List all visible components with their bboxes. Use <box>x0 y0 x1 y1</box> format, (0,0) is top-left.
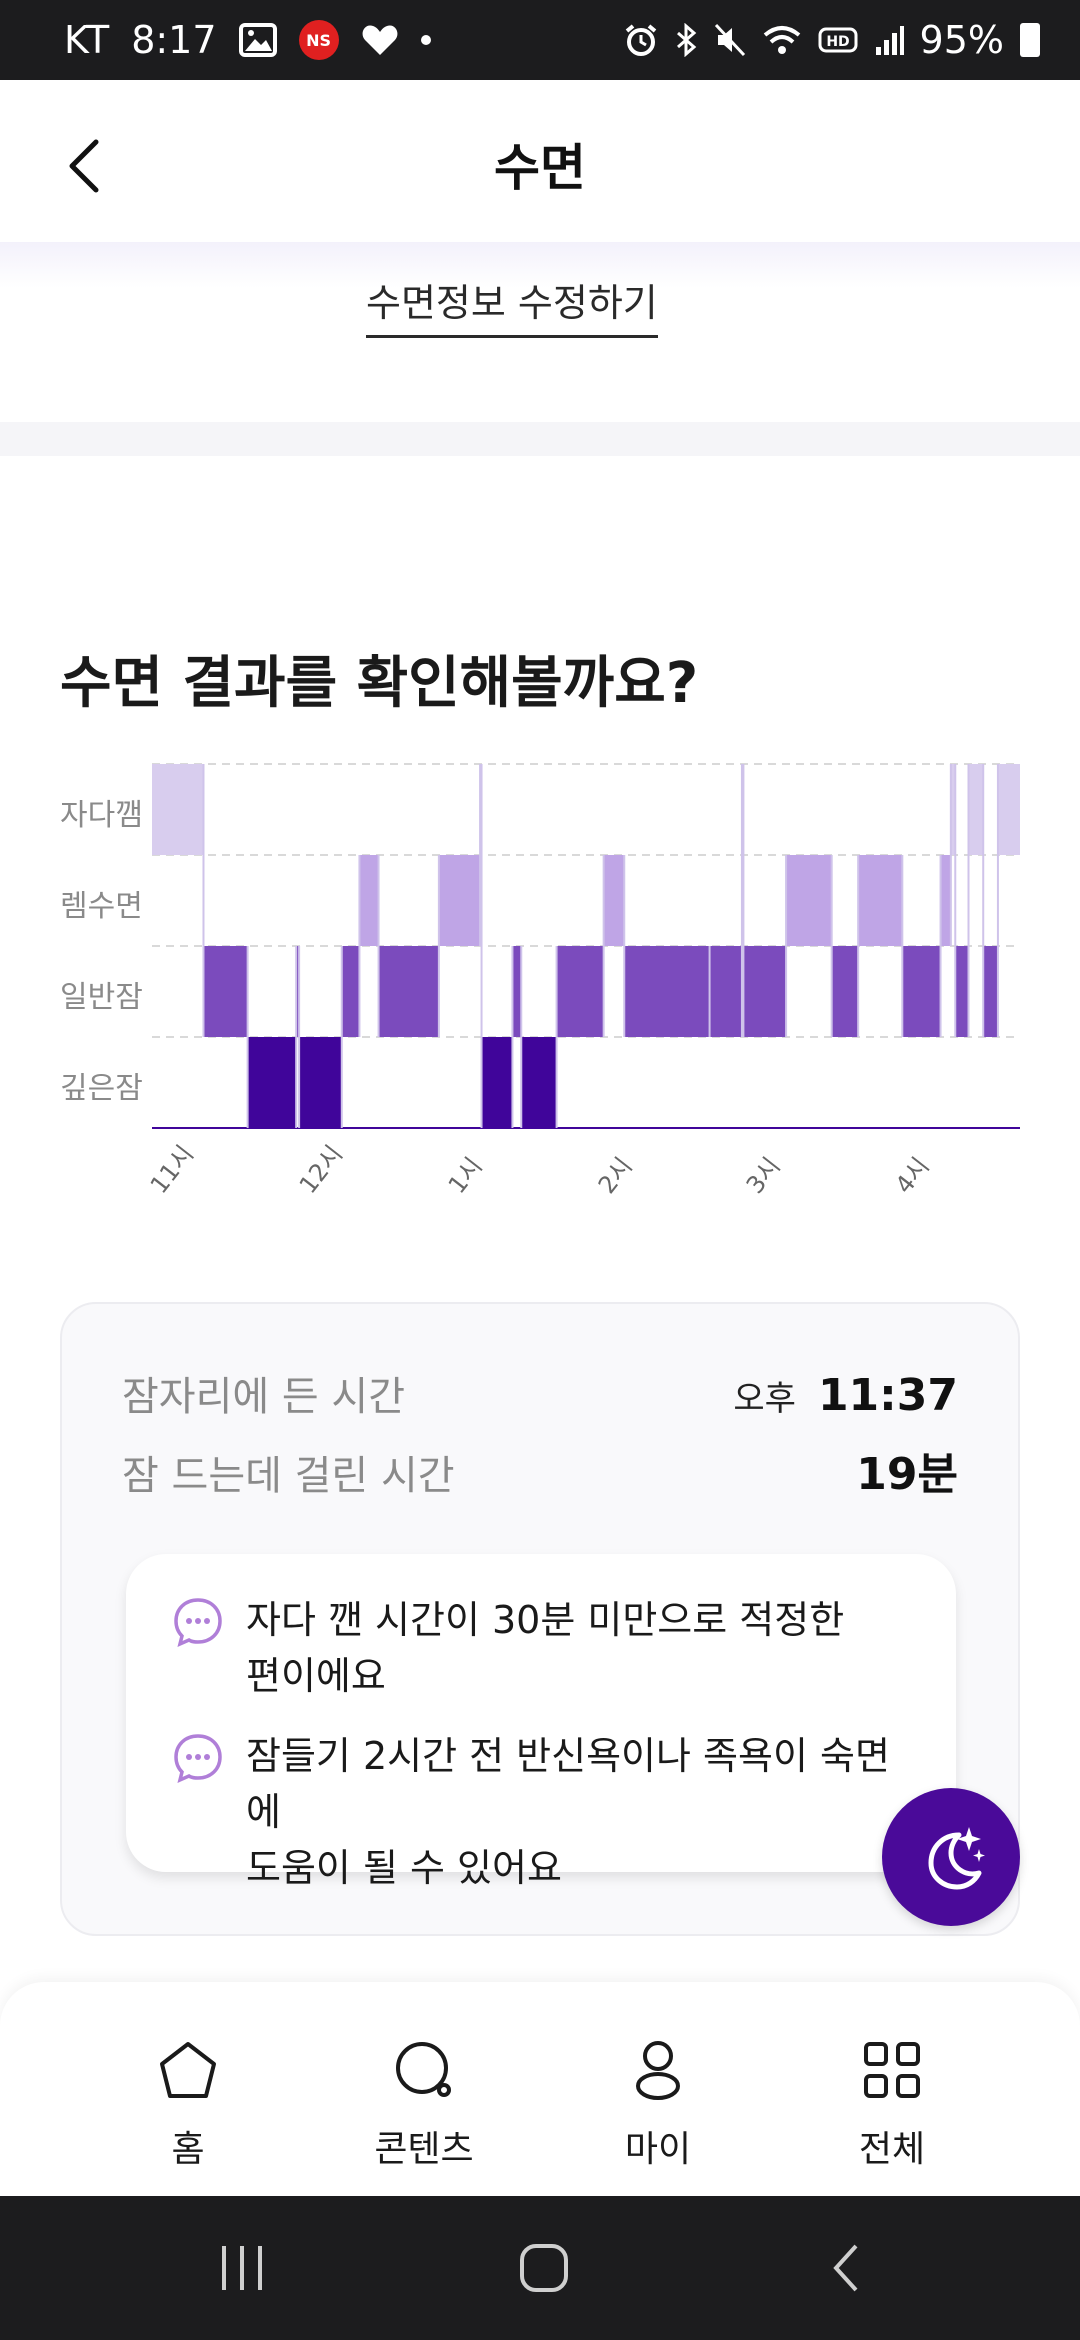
nav-label: 전체 <box>858 2129 926 2170</box>
moon-sparkle-icon <box>928 1827 985 1890</box>
wifi-icon <box>763 26 800 54</box>
stage-segment <box>556 946 604 1037</box>
stage-segment <box>359 855 379 946</box>
page-title: 수면 <box>494 139 586 197</box>
stage-segment <box>950 764 956 855</box>
section-divider <box>0 422 1080 456</box>
stage-segment <box>152 764 204 855</box>
bottom-navigation: 홈 콘텐츠 마이 전체 <box>0 1982 1080 2196</box>
status-right: HD 95% <box>624 18 1040 62</box>
status-time: 8:17 <box>131 18 217 62</box>
stage-segment <box>521 1037 557 1128</box>
latency-value: 19분 <box>856 1449 958 1500</box>
category-label-rem: 렘수면 <box>60 889 143 924</box>
tip-item: 자다 깬 시간이 30분 미만으로 적정한 편이에요 <box>172 1592 916 1704</box>
heart-icon <box>362 25 397 55</box>
chat-bubble-icon <box>174 1598 222 1648</box>
bedtime-ampm: 오후 <box>733 1379 796 1419</box>
edit-sleep-info-link[interactable]: 수면정보 수정하기 <box>366 272 658 338</box>
tip-text: 잠들기 2시간 전 반신욕이나 족욕이 숙면에 도움이 될 수 있어요 <box>246 1728 916 1896</box>
chat-bubble-icon <box>174 1734 222 1784</box>
bedtime-time: 11:37 <box>817 1370 958 1421</box>
grid-icon <box>864 2042 920 2098</box>
svg-text:HD: HD <box>826 34 849 50</box>
stage-segment <box>299 1037 342 1128</box>
latency-label: 잠 드는데 걸린 시간 <box>122 1453 455 1499</box>
stage-segment <box>743 946 787 1037</box>
stage-segment <box>624 946 710 1037</box>
chart-plot <box>152 763 1020 1129</box>
top-app-bar: 수면 <box>0 80 1080 242</box>
stage-segment <box>831 946 859 1037</box>
nav-item-my[interactable]: 마이 <box>568 2038 748 2172</box>
tip-text-line: 도움이 될 수 있어요 <box>246 1846 562 1890</box>
bedtime-label: 잠자리에 든 시간 <box>122 1374 406 1420</box>
nav-label: 콘텐츠 <box>374 2129 474 2170</box>
person-icon <box>636 2041 680 2100</box>
stage-segment <box>983 946 998 1037</box>
home-button-icon[interactable] <box>514 2238 574 2298</box>
status-left: KT 8:17 NS <box>64 18 431 62</box>
category-label-awake: 자다깸 <box>60 798 143 833</box>
stage-segment <box>512 946 522 1037</box>
nav-label: 마이 <box>624 2129 692 2170</box>
nav-item-contents[interactable]: 콘텐츠 <box>334 2038 514 2172</box>
tip-text-line: 잠들기 2시간 전 반신욕이나 족욕이 숙면에 <box>246 1734 890 1834</box>
signal-icon <box>875 26 904 55</box>
carrier-label: KT <box>64 18 110 62</box>
tip-text: 자다 깬 시간이 30분 미만으로 적정한 편이에요 <box>246 1592 844 1704</box>
tip-item: 잠들기 2시간 전 반신욕이나 족욕이 숙면에 도움이 될 수 있어요 <box>172 1728 916 1896</box>
stage-segment <box>709 946 742 1037</box>
nav-label: 홈 <box>171 2129 205 2170</box>
stage-segment <box>968 764 984 855</box>
image-icon <box>238 23 277 57</box>
nav-item-all[interactable]: 전체 <box>802 2038 982 2172</box>
notification-dot-icon <box>420 35 431 45</box>
stage-segment <box>247 1037 297 1128</box>
stage-segment <box>603 855 625 946</box>
back-icon[interactable] <box>818 2238 878 2298</box>
recents-icon[interactable] <box>212 2238 272 2298</box>
category-label-light: 일반잠 <box>60 980 143 1015</box>
mute-icon <box>714 23 745 57</box>
section-title: 수면 결과를 확인해볼까요? <box>60 651 699 716</box>
stage-segment <box>438 855 481 946</box>
stage-segment <box>378 946 439 1037</box>
stage-segment <box>786 855 832 946</box>
hd-icon: HD <box>818 27 858 53</box>
ns-badge: NS <box>298 20 339 60</box>
home-icon <box>160 2042 216 2098</box>
battery-icon <box>1020 23 1040 57</box>
stage-segment <box>955 946 969 1037</box>
stage-segment <box>203 946 248 1037</box>
stage-segment <box>296 946 300 1037</box>
stage-segment <box>997 764 1020 855</box>
stage-segment <box>858 855 903 946</box>
edit-section: 수면정보 수정하기 <box>0 242 1080 422</box>
stage-segment <box>940 855 951 946</box>
battery-percent: 95% <box>919 18 1004 62</box>
tip-text-line: 자다 깬 시간이 30분 미만으로 적정한 <box>246 1598 845 1642</box>
nav-item-home[interactable]: 홈 <box>98 2038 278 2172</box>
sleep-stage-chart: 자다깸 렘수면 일반잠 깊은잠 11시 12시 1시 2시 3시 4시 <box>40 750 1040 1220</box>
category-label-deep: 깊은잠 <box>60 1071 143 1106</box>
status-bar: KT 8:17 NS H <box>0 0 1080 80</box>
stage-segment <box>902 946 941 1037</box>
tip-text-line: 편이에요 <box>246 1654 386 1698</box>
system-navigation-bar <box>0 2196 1080 2340</box>
bedtime-value: 오후 11:37 <box>733 1370 958 1421</box>
tips-box: 자다 깬 시간이 30분 미만으로 적정한 편이에요 잠들기 2시간 전 반신욕… <box>126 1554 956 1890</box>
sleep-fab-button[interactable] <box>882 1788 1020 1926</box>
chevron-left-icon[interactable] <box>56 136 116 196</box>
alarm-icon <box>625 24 656 56</box>
bluetooth-icon <box>676 23 696 57</box>
stage-segment <box>341 946 360 1037</box>
sleep-info-card: 잠자리에 든 시간 오후 11:37 잠 드는데 걸린 시간 19분 자다 깬 … <box>60 1302 1020 1936</box>
search-icon <box>396 2042 451 2097</box>
bedtime-row: 잠자리에 든 시간 오후 11:37 <box>122 1364 958 1422</box>
latency-row: 잠 드는데 걸린 시간 19분 <box>122 1438 958 1502</box>
stage-segment <box>481 1037 513 1128</box>
